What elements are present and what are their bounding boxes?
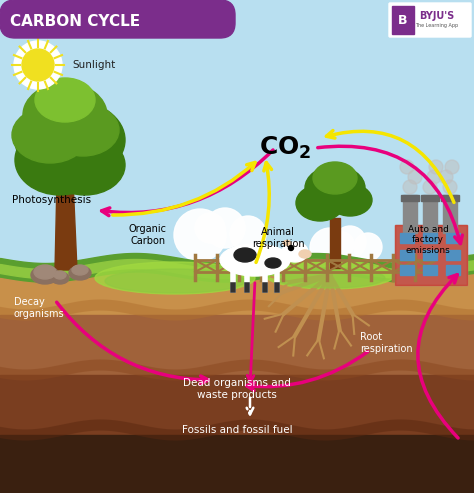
Bar bbox=[441, 195, 459, 201]
Bar bbox=[392, 6, 414, 34]
Bar bbox=[330, 218, 340, 268]
Circle shape bbox=[205, 208, 245, 248]
Text: The Learning App: The Learning App bbox=[415, 24, 458, 29]
Polygon shape bbox=[55, 180, 77, 270]
Text: Dead organisms and
waste products: Dead organisms and waste products bbox=[183, 378, 291, 400]
Ellipse shape bbox=[283, 241, 291, 246]
Text: Sunlight: Sunlight bbox=[72, 60, 115, 70]
Text: Organic
Carbon: Organic Carbon bbox=[129, 224, 167, 246]
Bar bbox=[443, 195, 457, 233]
Ellipse shape bbox=[51, 272, 69, 284]
Text: B: B bbox=[398, 13, 408, 27]
Text: Root
respiration: Root respiration bbox=[360, 332, 413, 354]
Ellipse shape bbox=[15, 125, 105, 195]
Circle shape bbox=[403, 180, 417, 194]
Bar bbox=[401, 195, 419, 201]
Circle shape bbox=[439, 170, 453, 184]
Circle shape bbox=[22, 49, 54, 81]
Circle shape bbox=[400, 160, 414, 174]
Circle shape bbox=[14, 41, 62, 89]
Ellipse shape bbox=[72, 265, 88, 275]
Ellipse shape bbox=[54, 271, 66, 279]
Text: BYJU'S: BYJU'S bbox=[419, 11, 455, 21]
Bar bbox=[423, 195, 437, 233]
Bar bbox=[423, 250, 437, 260]
Bar bbox=[423, 265, 437, 275]
Ellipse shape bbox=[34, 265, 56, 279]
Ellipse shape bbox=[15, 100, 125, 180]
Ellipse shape bbox=[305, 166, 365, 210]
Text: Decay
organisms: Decay organisms bbox=[14, 297, 64, 319]
Circle shape bbox=[423, 180, 437, 194]
Ellipse shape bbox=[234, 248, 256, 262]
Bar bbox=[395, 225, 467, 285]
Bar bbox=[395, 225, 467, 285]
Circle shape bbox=[330, 232, 354, 256]
Text: Animal
respiration: Animal respiration bbox=[252, 227, 304, 249]
Ellipse shape bbox=[282, 242, 308, 262]
FancyBboxPatch shape bbox=[0, 0, 235, 38]
Circle shape bbox=[230, 216, 266, 252]
Circle shape bbox=[195, 213, 225, 243]
Ellipse shape bbox=[31, 266, 59, 284]
Bar bbox=[446, 233, 460, 243]
Ellipse shape bbox=[105, 269, 245, 293]
Circle shape bbox=[443, 180, 457, 194]
Ellipse shape bbox=[95, 262, 255, 294]
Circle shape bbox=[427, 170, 441, 184]
Ellipse shape bbox=[45, 135, 125, 195]
Ellipse shape bbox=[265, 258, 281, 268]
Circle shape bbox=[445, 160, 459, 174]
Ellipse shape bbox=[220, 244, 290, 276]
Circle shape bbox=[408, 170, 422, 184]
Circle shape bbox=[289, 246, 293, 250]
Circle shape bbox=[310, 228, 350, 268]
Ellipse shape bbox=[299, 250, 311, 258]
Text: Auto and
factory
emissions: Auto and factory emissions bbox=[406, 225, 450, 255]
Text: Photosynthesis: Photosynthesis bbox=[12, 195, 91, 205]
Bar bbox=[400, 250, 414, 260]
FancyBboxPatch shape bbox=[389, 3, 471, 37]
Ellipse shape bbox=[296, 185, 344, 221]
Bar bbox=[403, 195, 417, 233]
Ellipse shape bbox=[275, 268, 385, 288]
Bar bbox=[400, 265, 414, 275]
Bar bbox=[0, 0, 474, 270]
Text: Fossils and fossil fuel: Fossils and fossil fuel bbox=[182, 425, 292, 435]
Bar bbox=[400, 233, 414, 243]
Circle shape bbox=[354, 233, 382, 261]
Ellipse shape bbox=[313, 162, 357, 194]
Text: $\mathbf{CO_2}$: $\mathbf{CO_2}$ bbox=[259, 135, 311, 161]
Ellipse shape bbox=[328, 184, 372, 216]
Ellipse shape bbox=[35, 78, 95, 122]
Circle shape bbox=[334, 226, 366, 258]
Circle shape bbox=[429, 160, 443, 174]
Ellipse shape bbox=[265, 261, 395, 289]
Bar bbox=[421, 195, 439, 201]
Ellipse shape bbox=[69, 266, 91, 280]
Circle shape bbox=[174, 209, 226, 261]
Ellipse shape bbox=[47, 104, 119, 156]
Bar bbox=[446, 265, 460, 275]
Bar bbox=[446, 250, 460, 260]
Ellipse shape bbox=[23, 83, 107, 147]
Ellipse shape bbox=[12, 107, 88, 163]
Bar bbox=[423, 233, 437, 243]
Text: CARBON CYCLE: CARBON CYCLE bbox=[10, 14, 140, 30]
